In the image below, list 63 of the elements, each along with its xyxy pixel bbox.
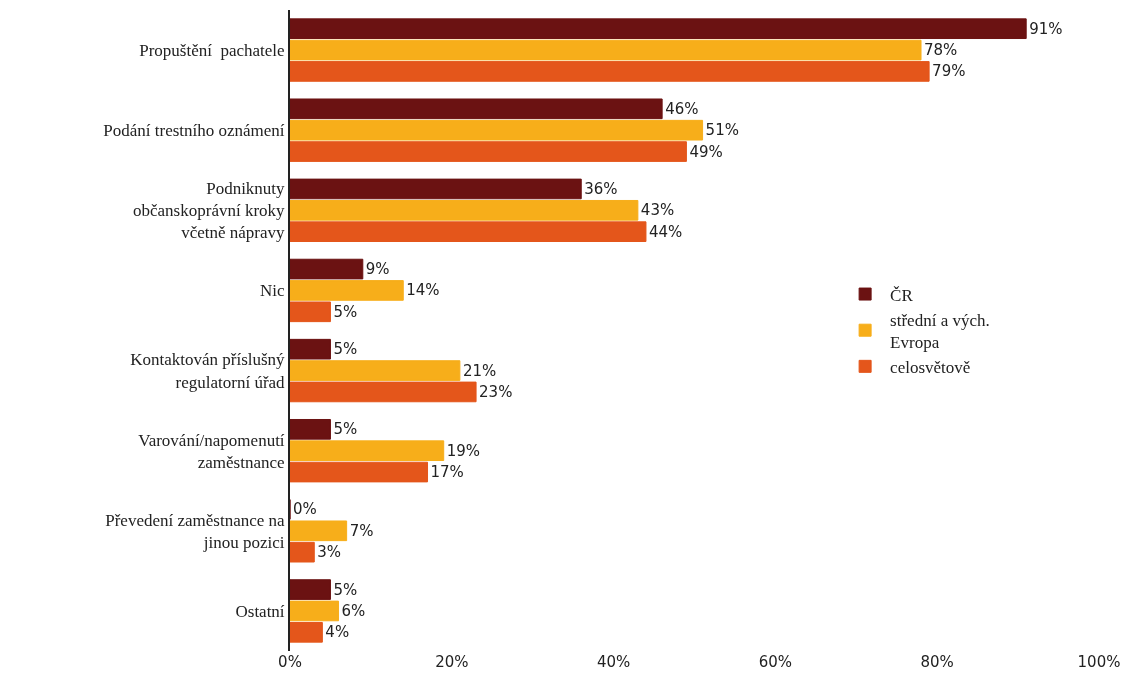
- bar: [290, 440, 445, 462]
- bar: [290, 600, 340, 622]
- data-label: 3%: [317, 543, 342, 562]
- legend-label: ČR: [890, 285, 914, 305]
- data-label: 5%: [333, 420, 358, 439]
- data-label: 17%: [430, 463, 464, 482]
- bar: [290, 338, 331, 360]
- data-label: 79%: [932, 62, 966, 81]
- bar: [290, 579, 331, 600]
- data-label: 14%: [406, 281, 440, 300]
- y-tick-label: Podání trestního oznámení: [103, 121, 285, 141]
- data-label: 5%: [333, 302, 358, 321]
- data-label: 46%: [665, 99, 699, 118]
- data-label: 19%: [446, 441, 481, 460]
- bar: [290, 119, 704, 141]
- bar: [290, 141, 687, 162]
- bar: [290, 418, 331, 440]
- data-label: 44%: [648, 222, 683, 241]
- bar: [290, 461, 429, 483]
- bar: [290, 199, 639, 221]
- data-label: 49%: [689, 142, 723, 161]
- data-label: 9%: [365, 260, 390, 279]
- data-label: 36%: [584, 179, 618, 198]
- bar: [290, 98, 663, 120]
- y-tick-label: Kontaktován příslušný regulatorní úřad: [130, 350, 286, 392]
- x-tick-label: 0%: [278, 653, 302, 671]
- bar: [290, 221, 647, 243]
- data-label: 21%: [462, 361, 497, 380]
- bar: [290, 178, 582, 200]
- y-tick-label: Podniknuty občanskoprávní kroky včetně nápravy: [133, 179, 286, 243]
- bar: [290, 541, 315, 563]
- bar: [290, 39, 922, 61]
- data-label: 78%: [924, 41, 958, 60]
- bar: [290, 360, 461, 381]
- data-label: 4%: [325, 623, 350, 642]
- x-tick-label: 40%: [596, 653, 631, 671]
- x-tick-label: 80%: [920, 653, 954, 671]
- x-tick-label: 60%: [758, 653, 793, 671]
- bar: [290, 61, 930, 82]
- data-label: 43%: [640, 201, 675, 220]
- y-tick-label: Varování/napomenutí zaměstnance: [138, 430, 285, 472]
- bar: [290, 621, 323, 643]
- y-tick-label: Ostatní: [235, 601, 285, 621]
- bar: [290, 301, 331, 323]
- bar: [290, 520, 348, 542]
- data-label: 6%: [341, 601, 366, 620]
- data-label: 23%: [479, 382, 513, 401]
- x-tick-label: 100%: [1077, 653, 1121, 671]
- bar: [290, 258, 364, 280]
- data-label: 5%: [333, 340, 358, 359]
- data-label: 7%: [349, 521, 374, 540]
- bar: [290, 280, 404, 301]
- y-tick-label: Převedení zaměstnance na jinou pozici: [105, 510, 286, 552]
- data-label: 51%: [705, 121, 739, 140]
- data-label: 91%: [1029, 19, 1063, 38]
- y-tick-label: Nic: [260, 281, 286, 301]
- bar: [290, 381, 477, 403]
- x-tick-label: 20%: [435, 653, 469, 671]
- legend-label: celosvětově: [890, 357, 971, 377]
- data-label: 0%: [293, 500, 317, 519]
- data-label: 5%: [333, 580, 358, 599]
- y-tick-label: Propuštění pachatele: [139, 41, 285, 61]
- bar: [290, 18, 1027, 40]
